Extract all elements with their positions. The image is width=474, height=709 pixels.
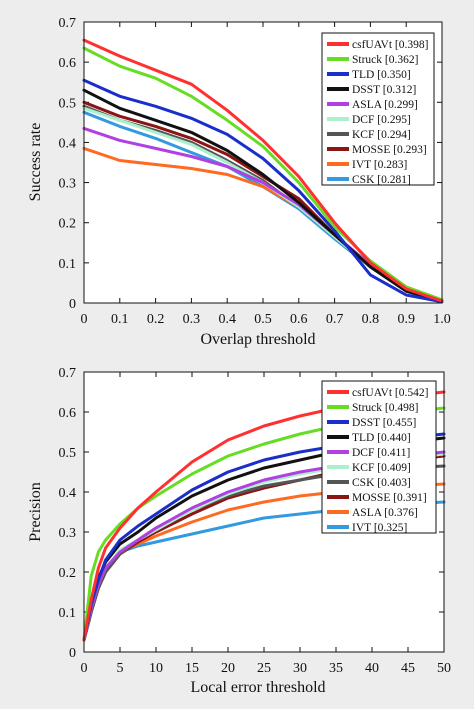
precision-y-tick-label: 0.2	[59, 566, 77, 581]
success-y-tick-label: 0.6	[59, 56, 77, 71]
precision-y-axis-label: Precision	[27, 482, 44, 542]
success-x-tick-label: 0.5	[254, 312, 272, 327]
precision-x-tick-label: 20	[221, 661, 235, 676]
success-legend: csfUAVt [0.398] Struck [0.362] TLD [0.350]…	[321, 32, 435, 186]
precision-x-tick-label: 40	[365, 661, 379, 676]
precision-x-tick-label: 35	[329, 661, 343, 676]
precision-legend: csfUAVt [0.542] Struck [0.498] DSST [0.455…	[321, 380, 437, 534]
success-plot: 0 0.1 0.2 0.3 0.4 0.5 0.6 0.7 0.8 0.9 1.0 00.10.20…	[27, 16, 451, 348]
precision-x-tick-label: 45	[401, 661, 415, 676]
precision-plot-frame	[83, 371, 445, 653]
success-y-tick-label: 0.7	[59, 16, 77, 31]
precision-legend-label: DSST [0.455]	[352, 417, 416, 429]
success-x-tick-label: 0.6	[290, 312, 308, 327]
success-x-tick-label: 0.9	[397, 312, 415, 327]
success-legend-label: KCF [0.294]	[352, 129, 411, 141]
success-legend-label: ASLA [0.299]	[352, 99, 418, 111]
success-y-tick-label: 0	[69, 297, 76, 312]
precision-y-tick-label: 0.5	[59, 446, 77, 461]
precision-y-tick-label: 0	[69, 646, 76, 661]
success-legend-label: DCF [0.295]	[352, 114, 411, 126]
precision-legend-label: Struck [0.498]	[352, 402, 418, 414]
success-x-tick-label: 0.7	[326, 312, 344, 327]
success-y-axis-label: Success rate	[27, 123, 44, 202]
precision-x-tick-label: 0	[81, 661, 88, 676]
success-legend-label: IVT [0.283]	[352, 159, 407, 171]
success-y-tick-label: 0.3	[59, 177, 77, 192]
precision-x-tick-label: 15	[185, 661, 199, 676]
success-legend-label: DSST [0.312]	[352, 84, 416, 96]
success-x-tick-labels: 0 0.1 0.2 0.3 0.4 0.5 0.6 0.7 0.8 0.9 1.0	[81, 312, 451, 327]
precision-x-tick-label: 50	[437, 661, 451, 676]
precision-legend-label: IVT [0.325]	[352, 522, 407, 534]
precision-y-tick-label: 0.3	[59, 526, 77, 541]
precision-legend-label: ASLA [0.376]	[352, 507, 418, 519]
precision-legend-label: KCF [0.409]	[352, 462, 411, 474]
success-x-tick-label: 0	[81, 312, 88, 327]
success-x-tick-label: 0.4	[218, 312, 236, 327]
precision-plot: 0 5 10 15 20 25 30 35 40 45 50 0 0.1 0.2 0.3 0.4 0.5 0.6…	[27, 366, 451, 696]
precision-x-tick-labels: 0 5 10 15 20 25 30 35 40 45 50	[81, 661, 452, 676]
success-x-tick-label: 0.8	[362, 312, 380, 327]
success-series-line-3	[82, 88, 444, 303]
success-x-axis-label: Overlap threshold	[200, 331, 315, 348]
success-legend-label: Struck [0.362]	[352, 54, 418, 66]
success-x-tick-label: 0.2	[147, 312, 165, 327]
success-x-tick-label: 0.1	[111, 312, 129, 327]
precision-x-tick-label: 10	[149, 661, 163, 676]
success-y-tick-labels: 0 0.1 0.2 0.3 0.4 0.5 0.6 0.7	[59, 16, 77, 312]
success-series-line-2	[82, 78, 444, 304]
precision-legend-label: CSK [0.403]	[352, 477, 411, 489]
precision-legend-label: csfUAVt [0.542]	[352, 387, 428, 399]
precision-legend-label: TLD [0.440]	[352, 432, 411, 444]
success-legend-label: csfUAVt [0.398]	[352, 39, 428, 51]
success-legend-label: MOSSE [0.293]	[352, 144, 427, 156]
precision-legend-label: DCF [0.411]	[352, 447, 410, 459]
precision-y-tick-label: 0.4	[59, 486, 77, 501]
success-plot-series	[82, 38, 444, 304]
success-legend-label: TLD [0.350]	[352, 69, 411, 81]
success-x-tick-label: 0.3	[183, 312, 201, 327]
precision-x-tick-label: 30	[293, 661, 307, 676]
precision-x-tick-label: 5	[117, 661, 124, 676]
success-legend-label: CSK [0.281]	[352, 174, 411, 186]
success-y-tick-label: 0.5	[59, 96, 77, 111]
precision-y-tick-label: 0.7	[59, 366, 77, 381]
precision-x-tick-label: 25	[257, 661, 271, 676]
success-series-line-1	[82, 46, 444, 302]
precision-y-tick-label: 0.1	[59, 606, 77, 621]
success-x-tick-label: 1.0	[433, 312, 451, 327]
success-y-tick-label: 0.4	[59, 136, 77, 151]
success-y-tick-label: 0.2	[59, 217, 77, 232]
success-y-tick-label: 0.1	[59, 257, 77, 272]
success-series-line-0	[82, 38, 444, 303]
success-plot-frame	[83, 21, 443, 304]
success-plot-ticks	[83, 21, 443, 304]
precision-x-axis-label: Local error threshold	[190, 679, 325, 696]
precision-legend-label: MOSSE [0.391]	[352, 492, 427, 504]
precision-y-tick-labels: 0 0.1 0.2 0.3 0.4 0.5 0.6 0.7	[59, 366, 77, 661]
precision-y-tick-label: 0.6	[59, 406, 77, 421]
